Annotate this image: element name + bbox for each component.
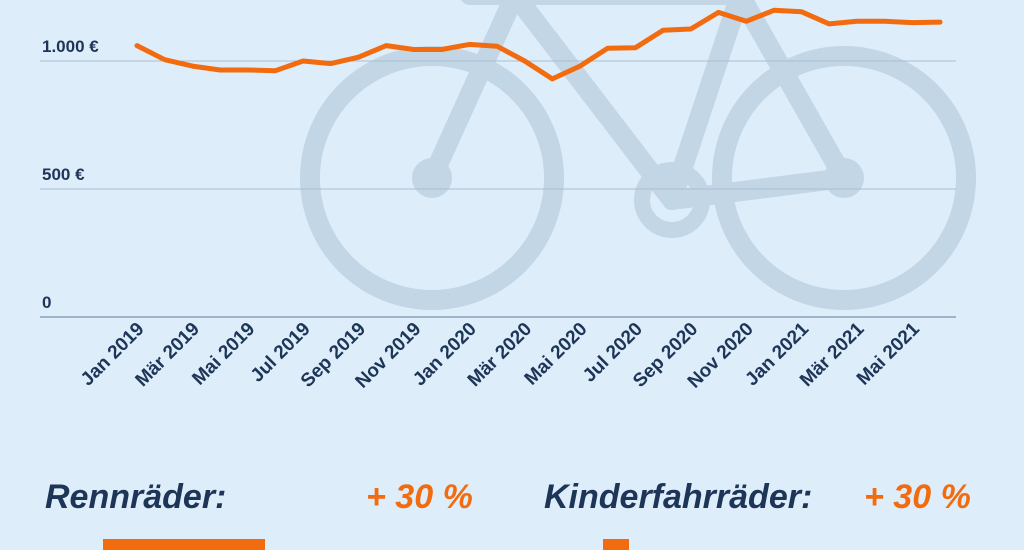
grid-lines xyxy=(40,60,956,318)
category-bar-rennraeder xyxy=(103,539,265,550)
category-value-kinderfahrraeder: + 30 % xyxy=(864,478,971,516)
y-tick-label: 0 xyxy=(42,293,51,312)
bicycle-front-hub xyxy=(824,158,864,198)
y-tick-label: 1.000 € xyxy=(42,37,99,56)
bicycle-crank xyxy=(634,162,710,238)
y-axis-ticks: 0 500 € 1.000 € xyxy=(42,37,99,312)
category-value-rennraeder: + 30 % xyxy=(366,478,473,516)
bicycle-rear-hub xyxy=(412,158,452,198)
price-series-line xyxy=(134,7,943,82)
category-label-rennraeder: Rennräder: xyxy=(45,478,227,516)
y-tick-label: 500 € xyxy=(42,165,85,184)
category-bar-kinderfahrraeder xyxy=(603,539,629,550)
category-label-kinderfahrraeder: Kinderfahrräder: xyxy=(544,478,813,516)
